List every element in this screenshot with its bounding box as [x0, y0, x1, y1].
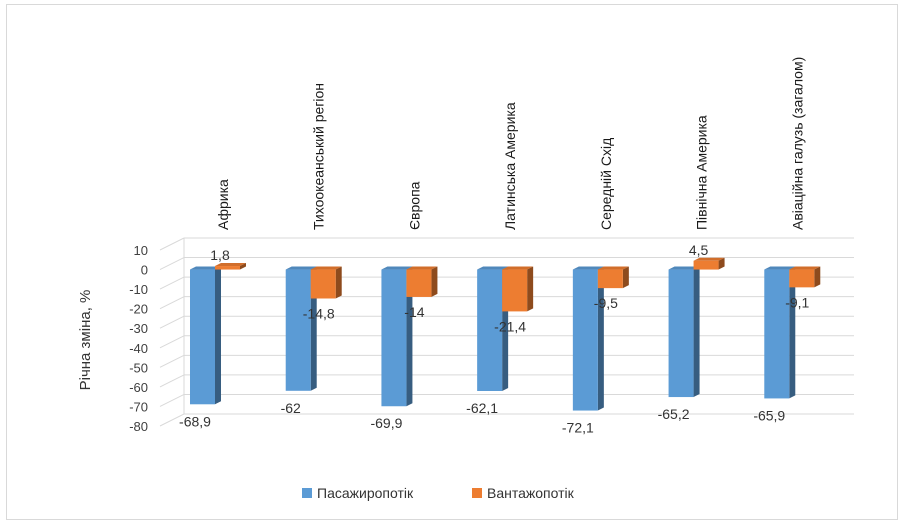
y-axis-ticks: 10 0 -10 -20 -30 -40 -50 -60 -70 -80 [129, 243, 148, 434]
y-tick-label: -70 [129, 399, 148, 414]
chart-bars [190, 257, 821, 411]
bar-passenger [764, 266, 796, 399]
y-axis-label: Річна зміна, % [77, 290, 94, 391]
bar-passenger [572, 266, 604, 411]
bar-cargo [215, 263, 246, 270]
legend: Пасажиропотік Вантажопотік [302, 485, 575, 501]
gridline-diag [159, 393, 185, 407]
legend-label: Пасажиропотік [317, 485, 414, 501]
gridline-diag [159, 335, 185, 349]
data-label: -69,9 [370, 415, 402, 431]
y-tick-label: -10 [129, 282, 148, 297]
bar-passenger [477, 266, 509, 391]
y-tick-label: 10 [134, 243, 148, 258]
y-tick-label: -30 [129, 321, 148, 336]
data-label: -65,2 [658, 406, 690, 422]
category-label: Європа [406, 181, 422, 230]
data-label: -21,4 [494, 318, 526, 334]
gridline-diag [159, 257, 185, 271]
data-label: -62,1 [466, 400, 498, 416]
data-label: -9,5 [594, 295, 618, 311]
bar-cargo [597, 266, 629, 289]
gridline-diag [159, 374, 185, 388]
data-label: -62 [281, 400, 301, 416]
data-label: -65,9 [753, 407, 785, 423]
legend-swatch [472, 488, 482, 498]
data-label: -14 [404, 304, 424, 320]
data-label: 4,5 [689, 242, 709, 258]
gridline-diag [159, 413, 185, 427]
bar-cargo [406, 266, 438, 297]
y-tick-label: -80 [129, 419, 148, 434]
gridline-diag [159, 315, 185, 329]
y-tick-label: 0 [141, 263, 148, 278]
bar-cargo [693, 257, 725, 270]
bar-passenger [668, 266, 700, 398]
bar-passenger [285, 266, 317, 391]
category-label: Африка [215, 179, 231, 230]
y-tick-label: -50 [129, 360, 148, 375]
bar-passenger [190, 266, 221, 405]
y-tick-label: -60 [129, 380, 148, 395]
gridline-diag [159, 354, 185, 368]
data-label: -9,1 [785, 294, 809, 310]
chart-frame [6, 4, 898, 520]
category-label: Латинська Америка [502, 102, 518, 230]
bar-cargo [789, 266, 821, 288]
category-label: Середній Схід [598, 138, 614, 230]
bar-cargo [310, 266, 342, 299]
category-label: Авіаційна галузь (загалом) [789, 57, 805, 230]
gridline-diag [159, 237, 185, 251]
legend-swatch [302, 488, 312, 498]
data-label: 1,8 [210, 247, 230, 263]
bar-cargo [502, 266, 534, 312]
category-labels: Африка Тихоокеанський регіон Європа Латинсь… [215, 57, 805, 230]
data-label: -68,9 [179, 413, 211, 429]
data-label: -14,8 [303, 305, 335, 321]
category-label: Тихоокеанський регіон [311, 83, 327, 230]
gridline-diag [159, 276, 185, 290]
y-tick-label: -20 [129, 302, 148, 317]
y-tick-label: -40 [129, 341, 148, 356]
bar-passenger [381, 266, 413, 407]
data-label: -72,1 [562, 420, 594, 436]
category-label: Північна Америка [694, 115, 710, 230]
legend-label: Вантажопотік [487, 485, 575, 501]
gridline-diag [159, 296, 185, 310]
data-labels: -68,9 1,8 -62 -14,8 -69,9 -14 -62,1 -21,4 -72,1 -… [179, 242, 810, 436]
